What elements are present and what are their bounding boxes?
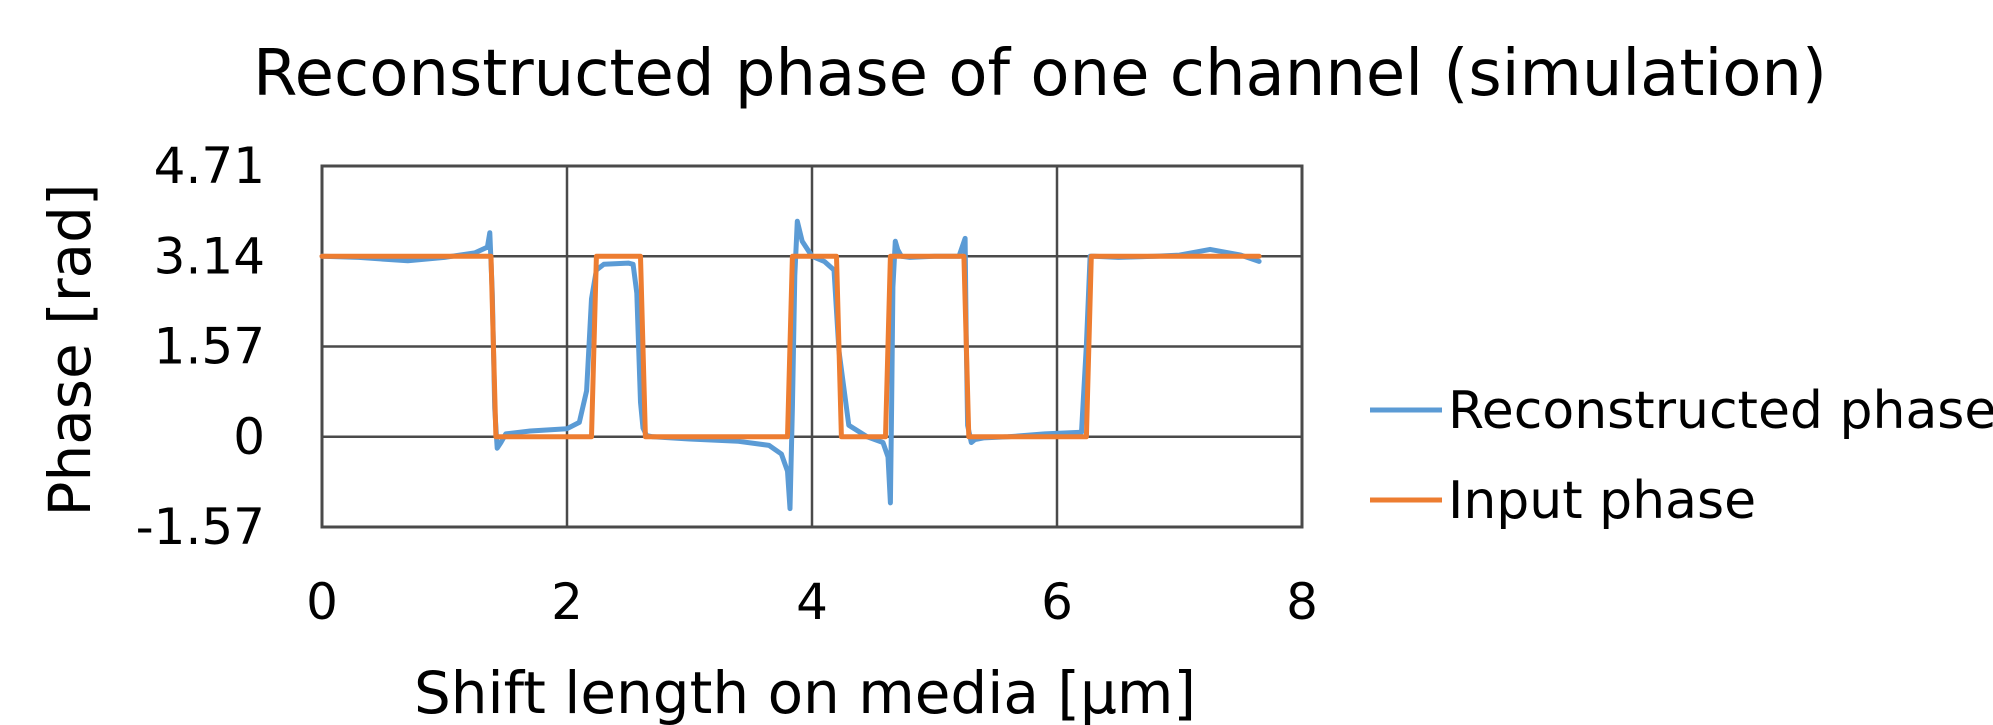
legend: Reconstructed phase Input phase <box>1370 381 1993 531</box>
legend-label: Reconstructed phase <box>1448 381 1993 441</box>
x-axis-title: Shift length on media [μm] <box>414 659 1196 725</box>
x-tick-label: 6 <box>1041 573 1073 631</box>
x-tick-label: 2 <box>551 573 583 631</box>
x-tick-label: 4 <box>796 573 828 631</box>
chart-title: Reconstructed phase of one channel (simu… <box>253 37 1827 111</box>
y-tick-label: -1.57 <box>136 498 265 556</box>
input-phase-line <box>319 253 1262 440</box>
y-axis-ticks: 4.71 3.14 1.57 0 -1.57 <box>136 137 265 556</box>
plot-grid <box>320 164 1304 529</box>
legend-label: Input phase <box>1448 471 1756 531</box>
y-tick-label: 4.71 <box>154 137 265 195</box>
y-axis-title: Phase [rad] <box>36 183 104 516</box>
plot-area-border <box>320 164 1304 529</box>
y-tick-label: 1.57 <box>154 318 265 376</box>
series-lines <box>319 218 1262 512</box>
y-tick-label: 3.14 <box>154 227 265 285</box>
x-tick-label: 8 <box>1286 573 1318 631</box>
y-tick-label: 0 <box>233 408 265 466</box>
x-axis-ticks: 0 2 4 6 8 <box>306 573 1318 631</box>
x-tick-label: 0 <box>306 573 338 631</box>
